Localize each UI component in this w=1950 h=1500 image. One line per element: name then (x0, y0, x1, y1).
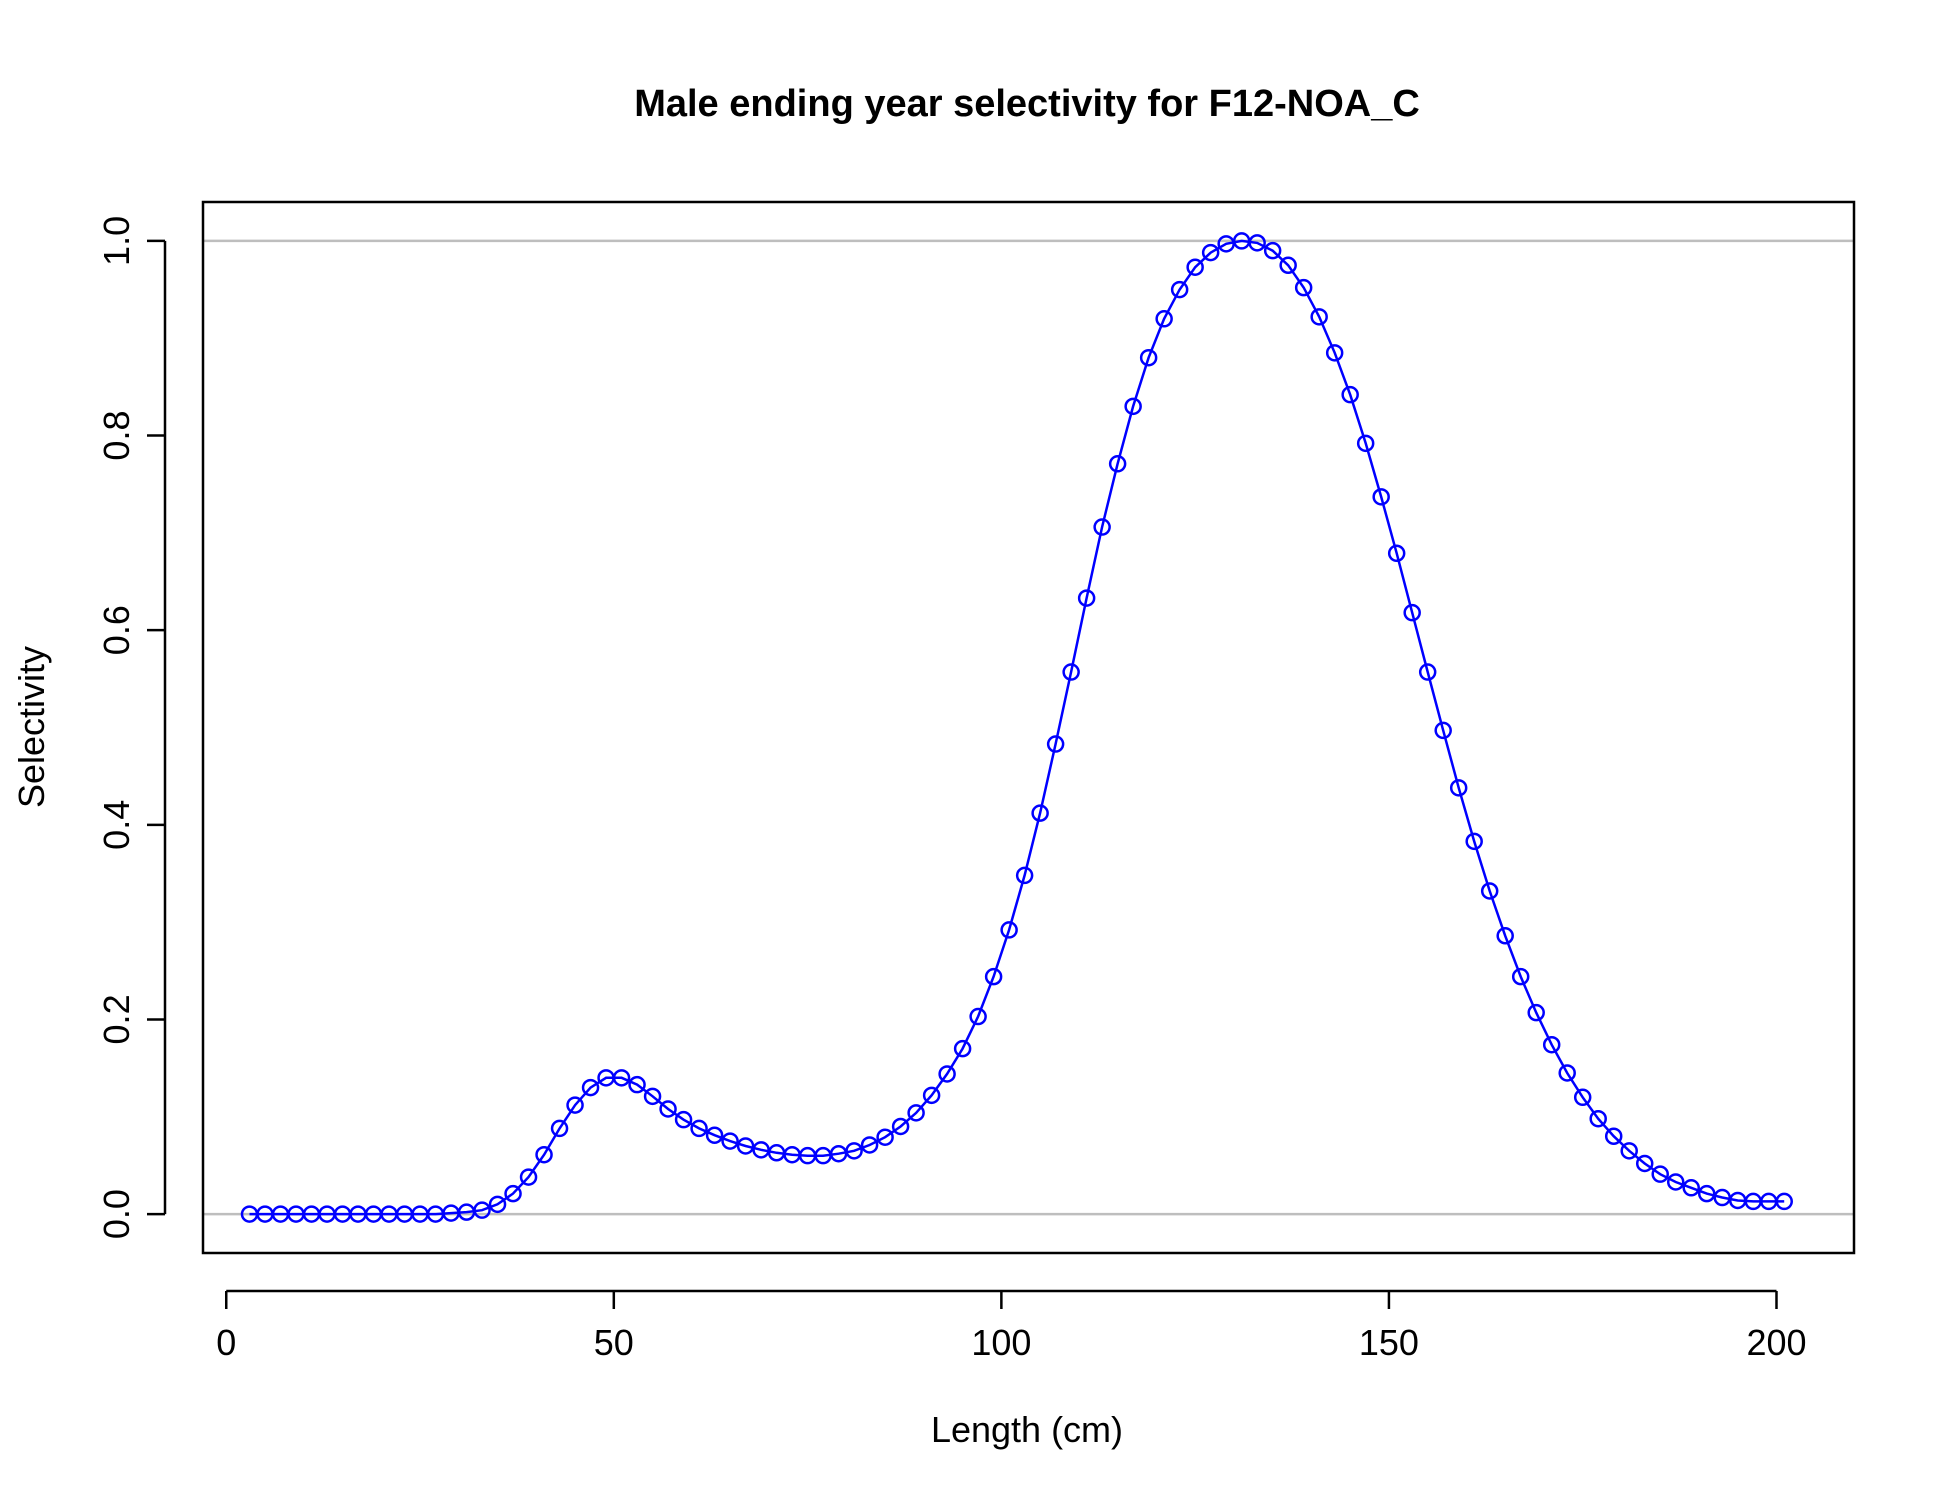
data-point-17 (504, 1184, 522, 1203)
data-point-81 (1496, 927, 1514, 945)
data-point-24 (612, 1069, 631, 1087)
data-point-43 (907, 1104, 925, 1122)
data-point-15 (473, 1201, 491, 1219)
data-point-62 (1201, 243, 1220, 262)
data-point-30 (705, 1126, 724, 1144)
data-point-60 (1170, 280, 1189, 299)
data-point-82 (1511, 967, 1530, 986)
x-tick-label-1: 50 (594, 1322, 634, 1363)
data-point-68 (1294, 278, 1313, 297)
data-point-42 (891, 1117, 910, 1136)
plot-frame (201, 200, 1856, 1255)
data-point-69 (1310, 308, 1328, 326)
data-point-83 (1527, 1003, 1545, 1022)
data-point-45 (938, 1065, 956, 1083)
data-point-39 (845, 1142, 863, 1160)
data-point-18 (519, 1168, 538, 1186)
data-point-29 (690, 1119, 708, 1138)
x-tick-label-3: 150 (1359, 1322, 1419, 1363)
data-point-52 (1046, 735, 1065, 753)
data-point-78 (1449, 779, 1468, 797)
data-point-67 (1279, 256, 1297, 275)
y-tick-label-0: 0.0 (96, 1189, 137, 1239)
data-point-49 (1000, 921, 1018, 939)
data-point-87 (1589, 1109, 1607, 1128)
data-point-54 (1077, 589, 1096, 607)
data-point-70 (1325, 344, 1344, 362)
data-point-55 (1093, 518, 1111, 536)
x-axis-label: Length (cm) (931, 1409, 1123, 1450)
data-point-41 (876, 1128, 894, 1146)
plot-area: 0 50 100 150 200 0.0 0.2 0.4 0.6 0.8 1.0 (96, 200, 1856, 1363)
data-point-26 (643, 1087, 662, 1106)
data-point-50 (1015, 866, 1034, 885)
data-point-58 (1139, 348, 1158, 367)
y-tick-label-4: 0.8 (96, 411, 137, 461)
data-point-46 (953, 1039, 972, 1058)
data-point-61 (1186, 258, 1204, 276)
data-point-84 (1542, 1035, 1561, 1054)
data-point-79 (1465, 832, 1483, 851)
data-point-57 (1124, 397, 1142, 416)
y-tick-label-2: 0.4 (96, 800, 137, 850)
data-point-72 (1356, 434, 1375, 453)
data-point-59 (1155, 310, 1173, 328)
data-point-88 (1604, 1127, 1623, 1145)
data-point-94 (1697, 1184, 1716, 1203)
data-point-47 (969, 1007, 987, 1026)
data-point-40 (860, 1136, 879, 1154)
data-point-66 (1263, 241, 1282, 260)
data-point-32 (736, 1137, 755, 1155)
data-point-51 (1031, 804, 1049, 822)
data-point-80 (1480, 882, 1499, 900)
data-point-53 (1062, 663, 1080, 681)
data-point-99 (1775, 1192, 1793, 1211)
data-point-71 (1341, 385, 1359, 404)
data-point-16 (488, 1195, 507, 1214)
data-point-27 (659, 1100, 677, 1118)
data-point-22 (581, 1078, 600, 1097)
series-line-0 (249, 239, 1785, 1216)
data-point-31 (721, 1132, 739, 1150)
data-point-90 (1635, 1154, 1654, 1173)
data-point-48 (984, 967, 1003, 986)
y-tick-label-1: 0.2 (96, 994, 137, 1044)
data-point-44 (922, 1086, 941, 1105)
data-point-19 (535, 1145, 553, 1164)
x-tick-label-2: 100 (971, 1322, 1031, 1363)
data-point-25 (628, 1075, 646, 1094)
data-point-21 (566, 1096, 584, 1114)
data-point-76 (1418, 663, 1437, 681)
x-tick-label-0: 0 (216, 1322, 236, 1363)
data-point-93 (1682, 1179, 1700, 1197)
chart-title: Male ending year selectivity for F12-NOA… (634, 83, 1420, 125)
data-point-73 (1372, 488, 1390, 506)
data-point-28 (674, 1110, 693, 1129)
data-point-20 (550, 1119, 569, 1138)
y-axis-label: Selectivity (11, 646, 52, 808)
data-point-56 (1108, 455, 1127, 473)
data-point-65 (1248, 234, 1266, 252)
data-point-74 (1387, 544, 1406, 563)
y-tick-label-3: 0.6 (96, 605, 137, 655)
data-point-75 (1403, 603, 1421, 622)
data-point-85 (1558, 1064, 1576, 1082)
y-tick-label-5: 1.0 (96, 216, 137, 266)
x-tick-label-4: 200 (1746, 1322, 1806, 1363)
data-point-89 (1620, 1142, 1638, 1160)
data-point-77 (1434, 721, 1452, 740)
data-point-92 (1666, 1173, 1685, 1191)
data-point-86 (1573, 1088, 1592, 1107)
data-point-91 (1651, 1165, 1669, 1183)
